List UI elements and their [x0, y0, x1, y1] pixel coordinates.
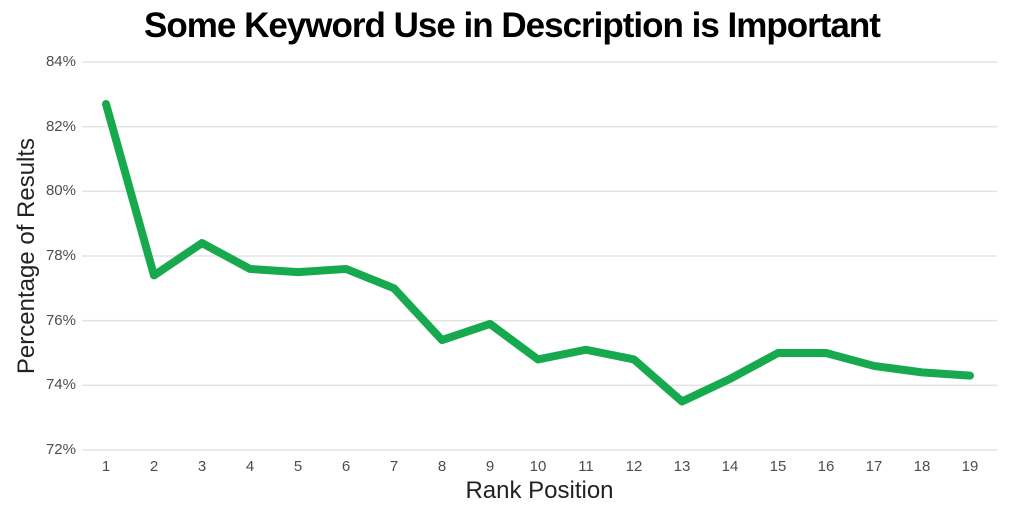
x-tick-label: 18 — [913, 458, 931, 475]
x-tick-label: 12 — [625, 458, 643, 475]
y-tick-label: 84% — [45, 53, 76, 70]
y-tick-label: 78% — [45, 247, 76, 264]
x-tick-label: 6 — [341, 458, 351, 475]
x-tick-label: 8 — [437, 458, 447, 475]
x-tick-label: 1 — [101, 458, 111, 475]
x-axis-title: Rank Position — [465, 477, 614, 504]
y-tick-label: 82% — [45, 117, 76, 135]
x-tick-label: 14 — [721, 458, 739, 475]
y-tick-label: 76% — [45, 311, 76, 329]
x-tick-label: 19 — [961, 458, 979, 475]
x-tick-label: 11 — [578, 458, 594, 475]
x-tick-label: 2 — [149, 458, 159, 475]
x-tick-label: 5 — [293, 458, 303, 475]
x-tick-label: 4 — [245, 458, 255, 475]
y-tick-label: 80% — [45, 182, 76, 200]
chart-title: Some Keyword Use in Description is Impor… — [144, 6, 881, 45]
x-tick-label: 13 — [673, 458, 691, 475]
y-tick-label: 72% — [45, 441, 76, 458]
x-tick-label: 7 — [389, 458, 399, 475]
x-tick-label: 15 — [769, 458, 787, 475]
data-line — [102, 100, 974, 406]
x-tick-label: 9 — [485, 458, 495, 475]
x-tick-label: 3 — [197, 458, 207, 475]
x-tick-label: 17 — [865, 458, 883, 475]
x-tick-label: 10 — [529, 458, 547, 475]
y-tick-label: 74% — [45, 376, 76, 394]
x-tick-label: 16 — [817, 458, 835, 475]
